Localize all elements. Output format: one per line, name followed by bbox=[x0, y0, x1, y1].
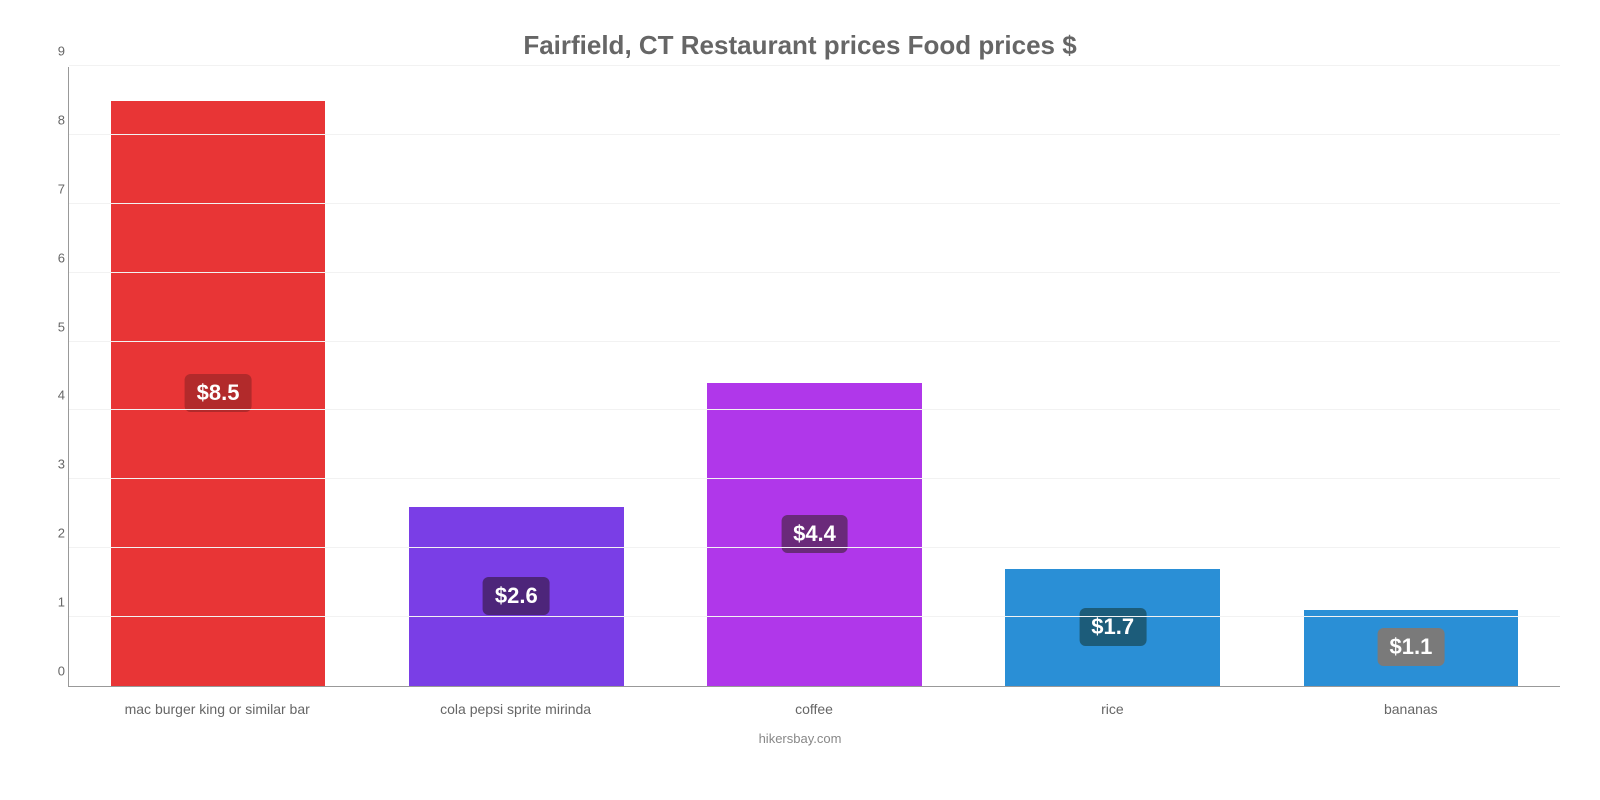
y-tick-label: 6 bbox=[47, 250, 65, 265]
y-tick-label: 2 bbox=[47, 526, 65, 541]
plot-area: $8.5$2.6$4.4$1.7$1.1 0123456789 bbox=[68, 67, 1560, 687]
chart-title: Fairfield, CT Restaurant prices Food pri… bbox=[40, 30, 1560, 61]
x-axis-label: mac burger king or similar bar bbox=[68, 701, 366, 717]
bar-slot: $1.7 bbox=[964, 67, 1262, 686]
gridline bbox=[69, 547, 1560, 548]
gridline bbox=[69, 65, 1560, 66]
bar-slot: $1.1 bbox=[1262, 67, 1560, 686]
price-chart: Fairfield, CT Restaurant prices Food pri… bbox=[0, 0, 1600, 800]
x-axis-labels: mac burger king or similar barcola pepsi… bbox=[68, 687, 1560, 717]
bar-slot: $4.4 bbox=[665, 67, 963, 686]
x-axis-label: bananas bbox=[1262, 701, 1560, 717]
y-tick-label: 4 bbox=[47, 388, 65, 403]
x-axis-label: coffee bbox=[665, 701, 963, 717]
gridline bbox=[69, 616, 1560, 617]
x-axis-label: rice bbox=[963, 701, 1261, 717]
gridline bbox=[69, 478, 1560, 479]
bar: $1.1 bbox=[1304, 610, 1519, 686]
gridline bbox=[69, 134, 1560, 135]
gridline bbox=[69, 341, 1560, 342]
y-tick-label: 7 bbox=[47, 181, 65, 196]
y-tick-label: 5 bbox=[47, 319, 65, 334]
gridline bbox=[69, 409, 1560, 410]
value-badge: $2.6 bbox=[483, 577, 550, 615]
bar: $4.4 bbox=[707, 383, 922, 686]
y-tick-label: 3 bbox=[47, 457, 65, 472]
bar-slot: $2.6 bbox=[367, 67, 665, 686]
attribution-text: hikersbay.com bbox=[40, 731, 1560, 746]
value-badge: $1.7 bbox=[1079, 608, 1146, 646]
x-axis-label: cola pepsi sprite mirinda bbox=[366, 701, 664, 717]
value-badge: $1.1 bbox=[1377, 628, 1444, 666]
gridline bbox=[69, 272, 1560, 273]
bar: $8.5 bbox=[111, 101, 326, 686]
gridline bbox=[69, 203, 1560, 204]
y-tick-label: 9 bbox=[47, 44, 65, 59]
value-badge: $8.5 bbox=[185, 374, 252, 412]
bar: $2.6 bbox=[409, 507, 624, 686]
y-tick-label: 8 bbox=[47, 112, 65, 127]
bar-slot: $8.5 bbox=[69, 67, 367, 686]
y-tick-label: 0 bbox=[47, 664, 65, 679]
y-tick-label: 1 bbox=[47, 595, 65, 610]
bars-container: $8.5 $2.6 $4.4 $1.7 $1.1 bbox=[69, 67, 1560, 686]
bar: $1.7 bbox=[1005, 569, 1220, 686]
